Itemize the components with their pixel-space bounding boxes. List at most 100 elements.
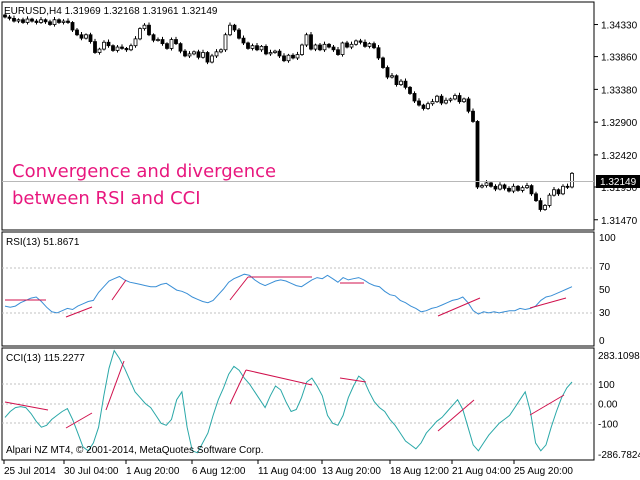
time-tick-label: 1 Aug 20:00 [126, 466, 180, 477]
cci-title: CCI(13) 115.2277 [6, 353, 85, 364]
candle-body [57, 19, 61, 23]
candle-body [349, 43, 354, 48]
current-price-tag [596, 175, 640, 188]
candle-body [547, 194, 552, 206]
candle-body [147, 24, 151, 36]
candle-body [84, 34, 88, 39]
candle-body [381, 57, 385, 68]
rsi-divergence-line [111, 279, 127, 301]
rsi-panel[interactable]: RSI(13) 51.8671 100 70 50 30 0 [1, 231, 616, 347]
cci-divergence-line [437, 399, 475, 432]
cci-line [4, 349, 573, 454]
rsi-panel-border [1, 231, 595, 347]
candle-body [502, 184, 507, 189]
rsi-line [4, 273, 573, 315]
candle-body [484, 182, 489, 187]
candle-body [493, 185, 498, 190]
candle-body [372, 43, 376, 49]
price-axis: 1.34330 1.33860 1.33380 1.32900 1.32420 1.319… [594, 21, 638, 227]
candle-body [88, 34, 93, 42]
price-tick-label: 1.33380 [601, 85, 638, 96]
candle-body [133, 38, 138, 47]
candle-body [43, 19, 48, 23]
candle-body [250, 45, 255, 49]
candle-body [196, 51, 201, 58]
candle-body [115, 46, 120, 51]
candle-body [156, 39, 160, 41]
overlay-line-1: Convergence and divergence [12, 161, 277, 182]
candle-body [21, 19, 25, 23]
cci-tick-label: 283.1098 [598, 351, 640, 362]
rsi-axis: 100 70 50 30 0 [599, 233, 616, 347]
candle-body [345, 42, 349, 48]
time-tick-label: 25 Jul 2014 [4, 466, 56, 477]
candle-body [124, 48, 129, 51]
candle-body [516, 185, 520, 191]
candle-body [435, 95, 439, 103]
candle-body [408, 86, 412, 94]
candle-body [313, 44, 318, 50]
candle-body [421, 104, 426, 109]
rsi-tick-label: 100 [599, 233, 616, 244]
candle-body [538, 200, 543, 210]
candle-body [277, 50, 282, 57]
candle-body [453, 95, 457, 100]
rsi-title: RSI(13) 51.8671 [6, 237, 80, 248]
candle-body [327, 43, 331, 48]
candle-body [552, 189, 556, 196]
candle-body [426, 103, 430, 109]
candle-body [138, 28, 142, 40]
candle-body [93, 41, 97, 53]
candle-body [354, 40, 358, 45]
candle-body [183, 50, 187, 57]
candle-body [430, 101, 435, 105]
candle-body [498, 184, 502, 190]
rsi-divergence-line [437, 297, 481, 317]
cci-divergence-line [245, 369, 313, 386]
candle-body [111, 45, 115, 51]
time-tick-label: 25 Aug 20:00 [514, 466, 573, 477]
candle-body [165, 43, 169, 49]
candle-body [340, 42, 345, 55]
candle-body [556, 189, 561, 195]
candle-body [174, 39, 178, 45]
time-tick-label: 11 Aug 04:00 [258, 466, 317, 477]
candle-body [210, 55, 214, 63]
candle-body [286, 54, 291, 62]
candle-body [318, 44, 322, 51]
candle-body [79, 34, 84, 39]
candle-body [525, 185, 529, 189]
candle-body [223, 34, 228, 51]
candle-body [48, 21, 52, 25]
cci-tick-label: -100 [598, 419, 618, 430]
rsi-divergence-line [65, 306, 93, 318]
candle-body [160, 39, 165, 45]
candle-body [241, 37, 246, 44]
candle-body [12, 17, 16, 22]
candle-body [205, 52, 210, 63]
candle-body [169, 39, 174, 49]
candle-body [30, 18, 34, 22]
candle-body [507, 187, 511, 192]
candle-body [565, 185, 570, 188]
candle-body [331, 46, 336, 51]
price-tick-label: 1.33860 [601, 53, 638, 64]
time-axis: 25 Jul 2014 30 Jul 04:00 1 Aug 20:00 6 Aug … [3, 460, 573, 477]
candle-body [219, 49, 223, 53]
cci-panel[interactable]: CCI(13) 115.2277 283.1098 100 0.00 -100 -286… [1, 347, 640, 461]
price-panel[interactable]: EURUSD,H4 1.31969 1.32168 1.31961 1.3214… [1, 1, 640, 231]
candle-body [322, 43, 327, 51]
candle-body [282, 55, 286, 62]
cci-divergence-line [529, 394, 565, 416]
price-tick-label: 1.31470 [601, 216, 638, 227]
candle-body [304, 34, 309, 46]
candle-body [444, 99, 448, 104]
candle-body [417, 100, 421, 106]
candle-body [412, 93, 417, 102]
candle-body [7, 16, 12, 19]
cci-divergence-line [65, 412, 93, 429]
rsi-tick-label: 50 [599, 285, 611, 296]
candle-body [52, 19, 57, 25]
